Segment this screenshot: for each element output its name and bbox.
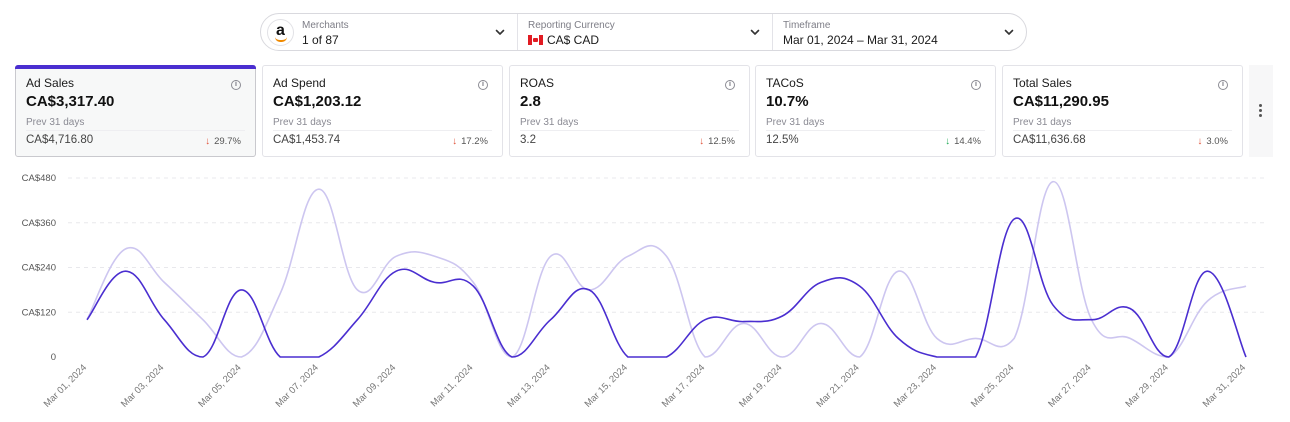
x-tick-label: Mar 01, 2024 xyxy=(42,362,89,409)
card-value: CA$3,317.40 xyxy=(26,93,115,110)
currency-label: Reporting Currency xyxy=(528,20,615,31)
arrow-down-icon: ↓ xyxy=(1197,136,1203,147)
card-divider xyxy=(1013,130,1232,131)
card-title: Ad Spend xyxy=(273,76,326,90)
merchants-label: Merchants xyxy=(302,20,349,31)
card-prev-value: 12.5% xyxy=(766,134,799,146)
x-tick-label: Mar 21, 2024 xyxy=(814,362,861,409)
card-change-value: 3.0% xyxy=(1206,136,1228,147)
x-tick-label: Mar 17, 2024 xyxy=(660,362,707,409)
card-prev-label: Prev 31 days xyxy=(766,117,825,128)
card-value: CA$11,290.95 xyxy=(1013,93,1109,110)
arrow-down-icon: ↓ xyxy=(699,136,705,147)
card-change-value: 14.4% xyxy=(954,136,981,147)
card-change-value: 17.2% xyxy=(461,136,488,147)
card-value: 10.7% xyxy=(766,93,809,110)
canada-flag-icon xyxy=(528,35,543,45)
series-line-current xyxy=(86,217,1247,358)
x-tick-label: Mar 11, 2024 xyxy=(429,362,476,409)
merchants-value: 1 of 87 xyxy=(302,33,339,47)
timeframe-value: Mar 01, 2024 – Mar 31, 2024 xyxy=(783,33,938,47)
card-prev-label: Prev 31 days xyxy=(1013,117,1072,128)
more-vertical-icon xyxy=(1259,104,1262,119)
card-prev-value: 3.2 xyxy=(520,134,536,146)
metric-card-total-sales[interactable]: Total Sales i CA$11,290.95 Prev 31 days … xyxy=(1002,65,1243,157)
x-tick-label: Mar 31, 2024 xyxy=(1201,362,1248,409)
card-title: Total Sales xyxy=(1013,76,1072,90)
y-tick-label: CA$480 xyxy=(22,173,56,184)
card-title: TACoS xyxy=(766,76,804,90)
card-change: ↓ 3.0% xyxy=(1197,136,1228,147)
chevron-down-icon xyxy=(495,29,505,35)
info-icon[interactable]: i xyxy=(1218,80,1228,90)
x-tick-label: Mar 19, 2024 xyxy=(737,362,784,409)
arrow-down-icon: ↓ xyxy=(452,136,458,147)
metric-card-ad-spend[interactable]: Ad Spend i CA$1,203.12 Prev 31 days CA$1… xyxy=(262,65,503,157)
card-title: Ad Sales xyxy=(26,76,75,90)
arrow-down-icon: ↓ xyxy=(205,136,211,147)
timeframe-label: Timeframe xyxy=(783,20,831,31)
x-tick-label: Mar 15, 2024 xyxy=(583,362,630,409)
metric-card-ad-sales[interactable]: Ad Sales i CA$3,317.40 Prev 31 days CA$4… xyxy=(15,65,256,157)
card-divider xyxy=(766,130,985,131)
x-tick-label: Mar 09, 2024 xyxy=(351,362,398,409)
y-tick-label: CA$240 xyxy=(22,263,56,274)
more-options-button[interactable] xyxy=(1249,65,1273,157)
card-prev-value: CA$11,636.68 xyxy=(1013,134,1086,146)
currency-dropdown[interactable]: Reporting Currency CA$ CAD xyxy=(517,14,772,50)
y-tick-label: CA$120 xyxy=(22,307,56,318)
card-title: ROAS xyxy=(520,76,555,90)
info-icon[interactable]: i xyxy=(478,80,488,90)
card-value: CA$1,203.12 xyxy=(273,93,362,110)
chevron-down-icon xyxy=(1004,29,1014,35)
info-icon[interactable]: i xyxy=(971,80,981,90)
x-tick-label: Mar 07, 2024 xyxy=(274,362,321,409)
info-icon[interactable]: i xyxy=(231,80,241,90)
card-divider xyxy=(520,130,739,131)
timeframe-dropdown[interactable]: Timeframe Mar 01, 2024 – Mar 31, 2024 xyxy=(772,14,1026,50)
card-divider xyxy=(26,130,245,131)
filter-bar: a Merchants 1 of 87 Reporting Currency C… xyxy=(260,13,1027,51)
card-prev-label: Prev 31 days xyxy=(26,117,85,128)
x-tick-label: Mar 13, 2024 xyxy=(505,362,552,409)
info-icon[interactable]: i xyxy=(725,80,735,90)
merchants-dropdown[interactable]: a Merchants 1 of 87 xyxy=(261,14,517,50)
card-prev-value: CA$4,716.80 xyxy=(26,134,94,146)
card-change-value: 29.7% xyxy=(214,136,241,147)
card-prev-label: Prev 31 days xyxy=(520,117,579,128)
card-divider xyxy=(273,130,492,131)
amazon-logo-icon: a xyxy=(267,19,294,46)
currency-value-wrap: CA$ CAD xyxy=(528,33,599,47)
card-change: ↓ 12.5% xyxy=(699,136,735,147)
card-value: 2.8 xyxy=(520,93,541,110)
y-tick-label: 0 xyxy=(51,352,56,363)
x-tick-label: Mar 23, 2024 xyxy=(892,362,939,409)
metric-card-roas[interactable]: ROAS i 2.8 Prev 31 days 3.2 ↓ 12.5% xyxy=(509,65,750,157)
x-tick-label: Mar 27, 2024 xyxy=(1046,362,1093,409)
x-tick-label: Mar 03, 2024 xyxy=(119,362,166,409)
y-tick-label: CA$360 xyxy=(22,218,56,229)
card-change: ↓ 29.7% xyxy=(205,136,241,147)
currency-value: CA$ CAD xyxy=(547,33,600,47)
arrow-down-icon: ↓ xyxy=(945,136,951,147)
x-tick-label: Mar 05, 2024 xyxy=(196,362,243,409)
series-line-previous xyxy=(86,180,1247,358)
chevron-down-icon xyxy=(750,29,760,35)
x-tick-label: Mar 29, 2024 xyxy=(1123,362,1170,409)
card-change: ↓ 14.4% xyxy=(945,136,981,147)
card-prev-value: CA$1,453.74 xyxy=(273,134,341,146)
card-change-value: 12.5% xyxy=(708,136,735,147)
x-tick-label: Mar 25, 2024 xyxy=(969,362,1016,409)
card-change: ↓ 17.2% xyxy=(452,136,488,147)
metric-card-tacos[interactable]: TACoS i 10.7% Prev 31 days 12.5% ↓ 14.4% xyxy=(755,65,996,157)
card-prev-label: Prev 31 days xyxy=(273,117,332,128)
